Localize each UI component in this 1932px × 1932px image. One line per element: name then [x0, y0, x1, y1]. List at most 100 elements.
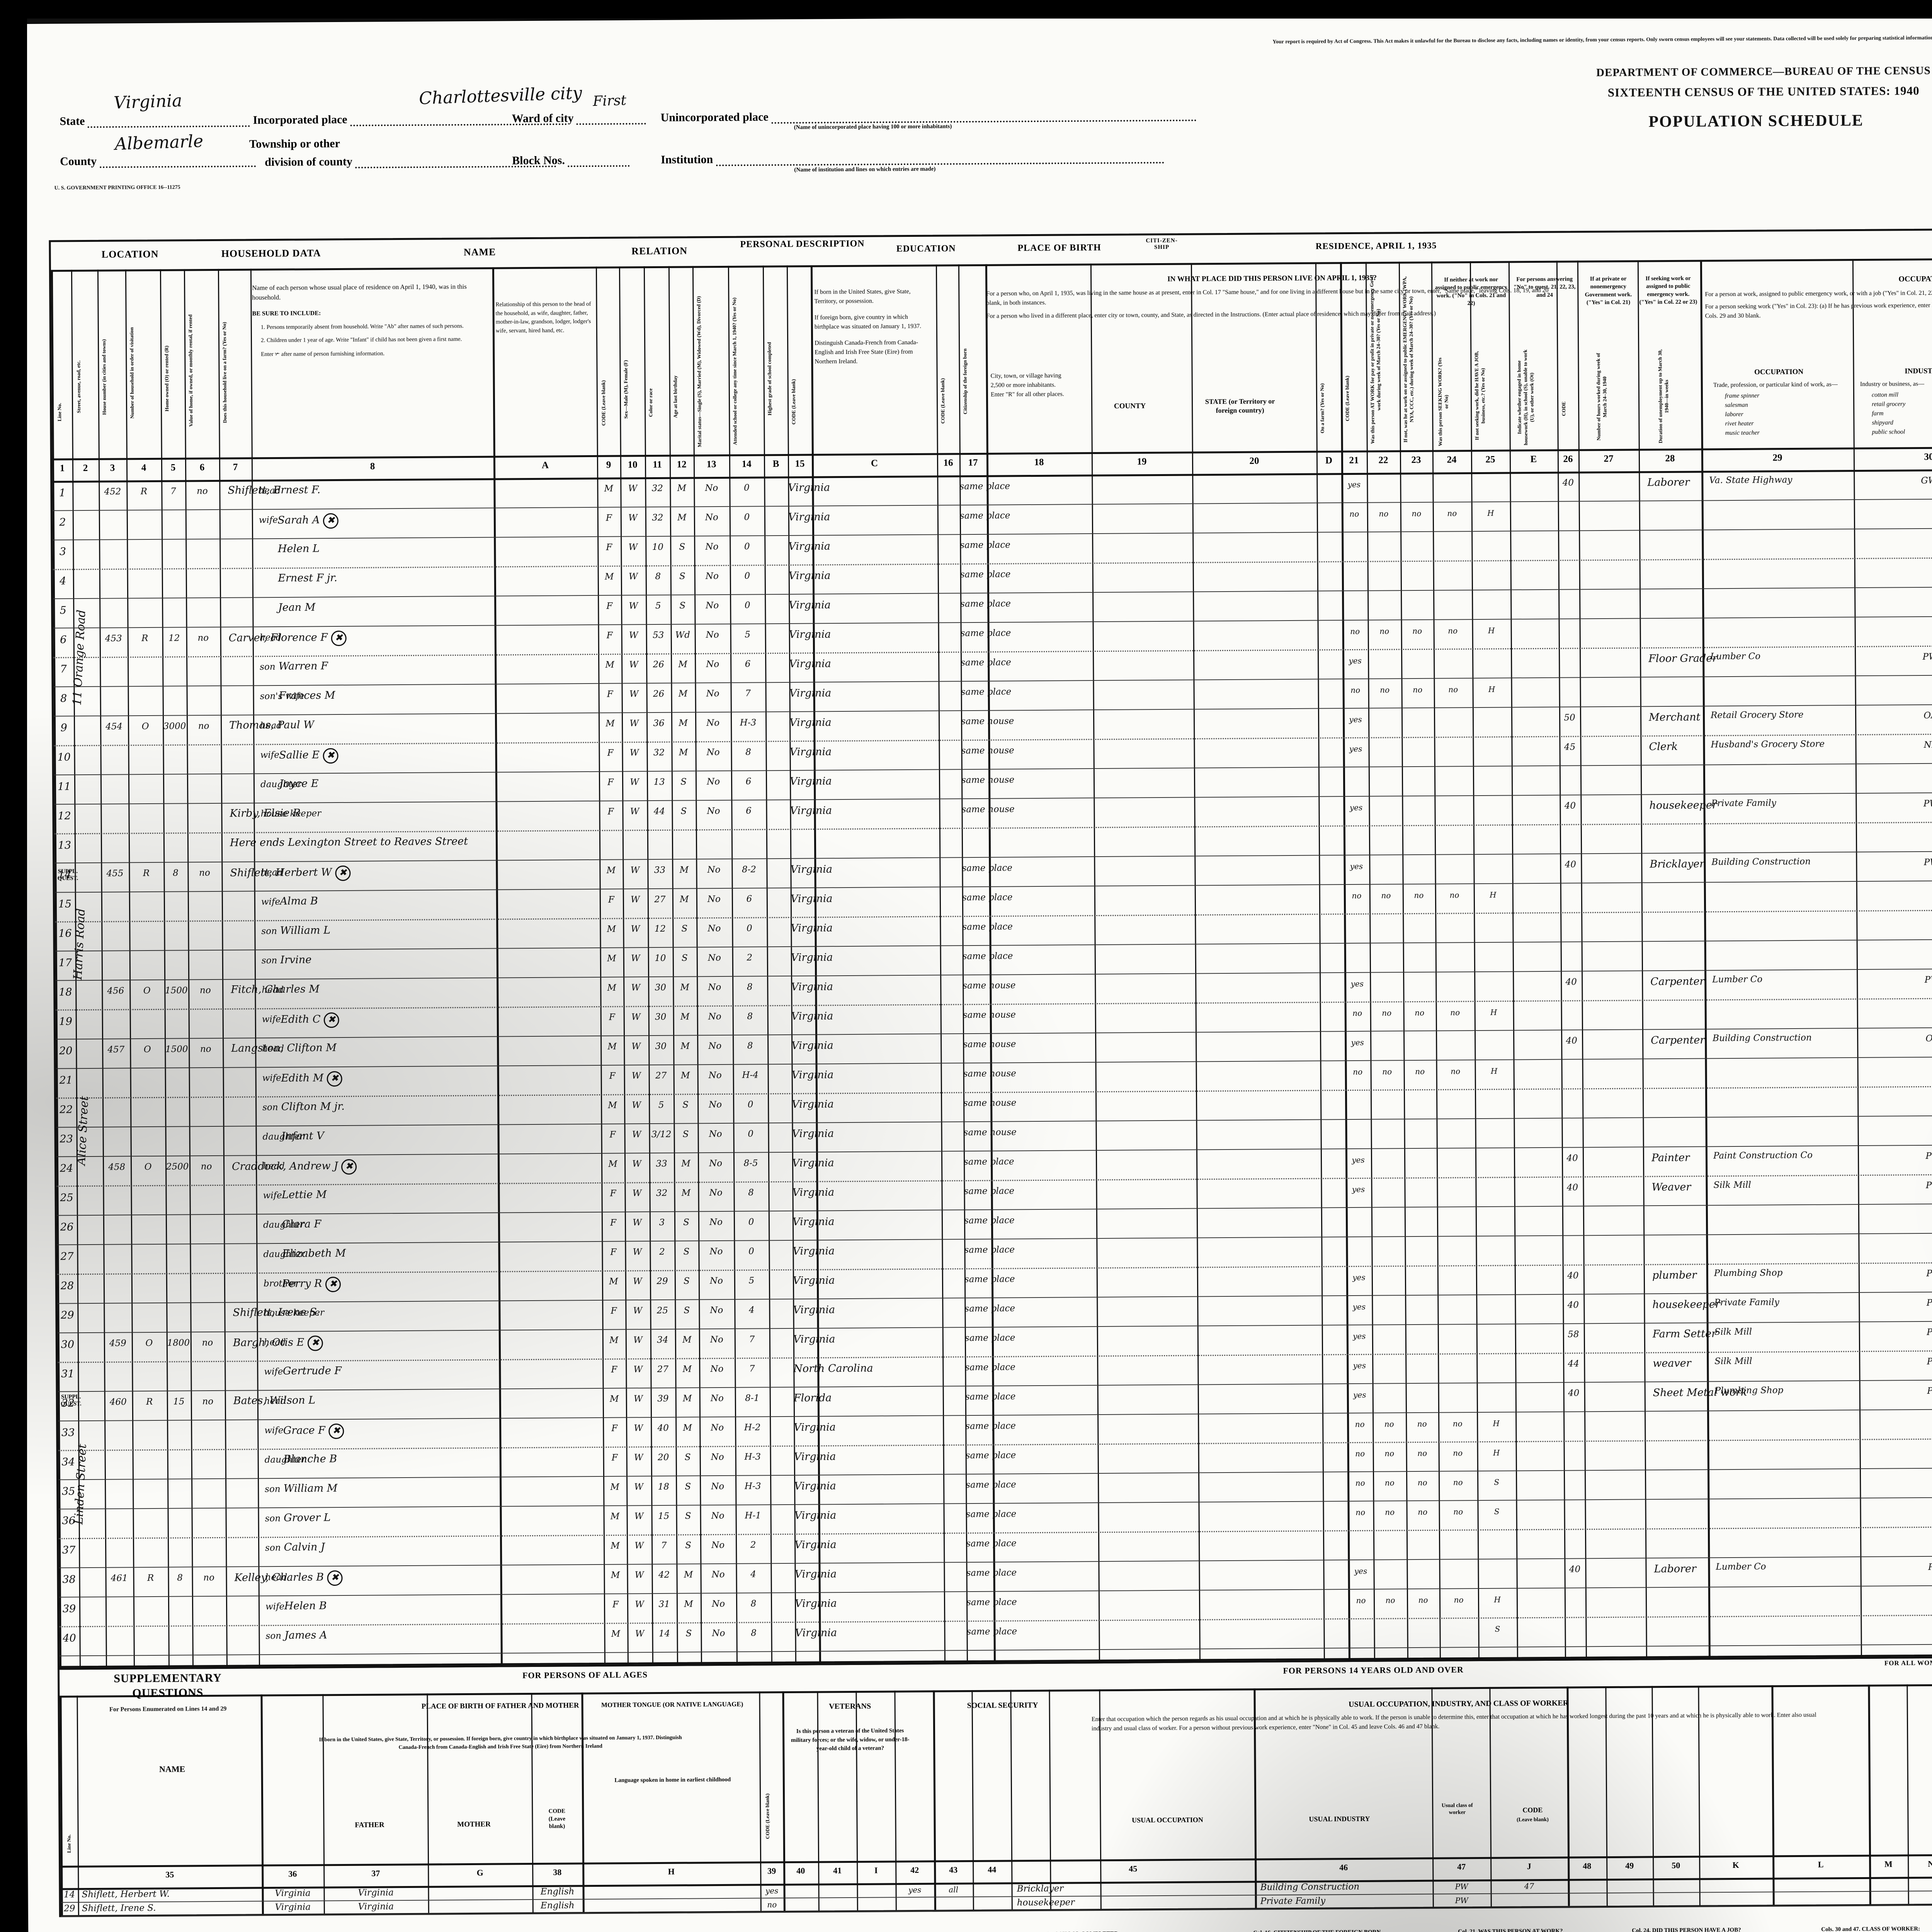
supplementary-questions-table: SUPPLEMENTARY QUESTIONS For Persons Enume…	[57, 1649, 1932, 1917]
row-birthplace-33: Virginia	[794, 1421, 836, 1434]
row-marital-27: S	[683, 1247, 690, 1257]
row-separator-35	[58, 1492, 1932, 1510]
row-q21-10: yes	[1349, 744, 1362, 754]
row-industry-25: Silk Mill	[1713, 1180, 1751, 1190]
row-occupation-1: Laborer	[1647, 476, 1690, 489]
row-grade-23: 0	[748, 1129, 753, 1139]
row-grade-28: 5	[748, 1276, 755, 1286]
supp-column-number-49: 49	[1625, 1861, 1634, 1871]
row-hours-30: 58	[1568, 1329, 1579, 1340]
row-race-8: W	[629, 689, 639, 699]
colhead-own-rent: Home owned (O) or rented (R)	[163, 345, 170, 412]
row-birthplace-27: Virginia	[793, 1245, 835, 1257]
row-occupation-32: Sheet Metal work	[1653, 1386, 1747, 1399]
row-sex-11: F	[607, 777, 614, 787]
colhead-attended-school: Attended school or college any time sinc…	[731, 297, 738, 445]
row-industry-32: Plumbing Shop	[1714, 1385, 1784, 1396]
row-race-11: W	[630, 777, 639, 787]
row-q22-34: no	[1384, 1449, 1395, 1458]
row-age-39: 31	[658, 1599, 670, 1610]
column-rule-22	[1190, 263, 1201, 1661]
column-number-C: C	[871, 458, 878, 469]
row-relation-22: son	[262, 1102, 278, 1113]
row-house-no-24: 458	[108, 1162, 126, 1172]
row-race-25: W	[632, 1188, 642, 1199]
row-age-40: 14	[658, 1628, 670, 1639]
row-birthplace-34: Virginia	[794, 1451, 836, 1463]
row-line-no-left-23: 23	[60, 1133, 73, 1145]
row-sex-30: M	[609, 1335, 619, 1345]
row-race-17: W	[631, 953, 640, 964]
row-school-26: No	[709, 1217, 723, 1228]
row-age-26: 3	[659, 1217, 665, 1228]
supp-usual-occupation-14: Bricklayer	[1017, 1883, 1064, 1894]
row-sex-7: M	[605, 660, 615, 670]
colhead-household-no: Number of household in order of visitati…	[128, 327, 135, 419]
row-separator-31	[58, 1374, 1932, 1392]
column-number-20: 20	[1249, 456, 1259, 466]
row-race-16: W	[631, 924, 640, 934]
colhead-q23: Was this person SEEKING WORK? (Yes or No…	[1437, 357, 1449, 446]
row-name-7: Warren F	[275, 660, 328, 673]
supp-quest-marker-left-14: SUPPL. QUEST.	[57, 868, 78, 882]
row-marital-19: M	[680, 1012, 690, 1022]
row-relation-12: house keeper	[260, 808, 321, 819]
row-birthplace-4: Virginia	[788, 570, 831, 582]
row-hours-20: 40	[1566, 1036, 1577, 1046]
row-sex-20: M	[607, 1041, 617, 1052]
row-home-value-9: 3000	[163, 721, 186, 731]
row-name-1: Shiflett, Ernest F.	[228, 484, 321, 497]
row-name-14: Shiflett, Herbert W ✖	[230, 865, 351, 881]
group-persons14: PERSONS 14 YEARS OLD AND OVER—EMPLOYMENT…	[1577, 233, 1932, 250]
row-grade-26: 0	[748, 1217, 754, 1227]
row-marital-31: M	[682, 1364, 692, 1374]
row-birthplace-10: Virginia	[789, 746, 832, 758]
row-grade-35: H-3	[744, 1481, 761, 1492]
column-number-1: 1	[60, 463, 65, 474]
row-race-33: W	[634, 1423, 643, 1434]
row-line-no-left-39: 39	[62, 1603, 76, 1615]
row-occupation-14: Bricklayer	[1650, 858, 1705, 871]
row-name-22: Clifton M jr.	[278, 1100, 345, 1113]
schedule-title: POPULATION SCHEDULE	[1648, 111, 1864, 131]
row-residence-1935-26: same place	[964, 1215, 1015, 1226]
row-house-no-14: 455	[106, 868, 124, 879]
row-q24-35: no	[1453, 1478, 1463, 1487]
row-q23-36: no	[1418, 1507, 1428, 1517]
row-birthplace-9: Virginia	[789, 716, 832, 729]
row-school-23: No	[709, 1129, 722, 1139]
supp-colhead-mother: MOTHER	[457, 1820, 491, 1829]
row-race-23: W	[632, 1129, 641, 1140]
row-age-32: 39	[657, 1393, 669, 1404]
row-birthplace-8: Virginia	[789, 687, 832, 699]
row-age-16: 12	[654, 923, 666, 934]
row-industry-12: Private Family	[1711, 798, 1776, 809]
note-col30: Cols. 30 and 47. CLASS OF WORKER: Wage o…	[1821, 1926, 1920, 1932]
row-relation-36: son	[265, 1513, 281, 1524]
row-grade-34: H-3	[744, 1452, 761, 1462]
group-personal: PERSONAL DESCRIPTION	[740, 238, 865, 250]
row-age-5: 5	[655, 600, 661, 611]
row-relation-20: head	[262, 1043, 284, 1054]
row-name-16: William L	[277, 924, 331, 937]
row-industry-31: Silk Mill	[1714, 1356, 1752, 1367]
row-q24-15: no	[1449, 890, 1459, 900]
row-birthplace-12: Virginia	[790, 804, 832, 817]
row-separator-34	[58, 1463, 1932, 1480]
column-number-17: 17	[968, 457, 978, 468]
row-school-29: No	[710, 1305, 723, 1316]
row-school-11: No	[706, 776, 720, 787]
row-birthplace-29: Virginia	[793, 1304, 835, 1316]
row-hours-38: 40	[1569, 1564, 1581, 1575]
column-rule-2	[97, 269, 107, 1668]
row-school-31: No	[710, 1364, 724, 1374]
row-race-22: W	[632, 1100, 641, 1111]
row-birthplace-3: Virginia	[788, 540, 831, 553]
row-hours-31: 44	[1568, 1359, 1580, 1369]
row-race-26: W	[633, 1218, 642, 1228]
row-relation-23: daughter	[262, 1131, 304, 1142]
row-residence-1935-5: same place	[960, 599, 1011, 609]
row-name-20: Langston, Clifton M	[231, 1042, 337, 1054]
row-q25-33: H	[1493, 1418, 1500, 1428]
supp-column-number-G: G	[476, 1867, 483, 1878]
